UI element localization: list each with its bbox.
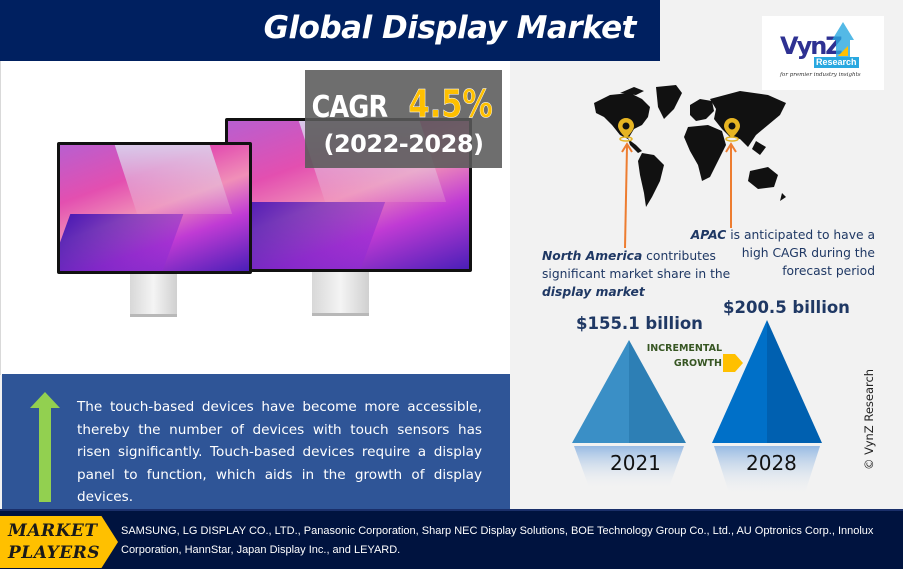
callout-apac: APAC is anticipated to have a high CAGR … <box>690 226 875 280</box>
logo-arrow-icon <box>832 22 854 58</box>
monitor-stand-left <box>130 271 177 317</box>
map-pin-north-america-icon <box>618 118 634 142</box>
logo-tagline: for premier industry insights <box>780 72 861 78</box>
driver-text: The touch-based devices have become more… <box>77 399 482 505</box>
cagr-period: (2022-2028) <box>323 130 485 158</box>
pyramid-2021 <box>572 340 686 490</box>
vynz-logo: VynZ Research for premier industry insig… <box>762 16 884 90</box>
pointer-arrow-apac-icon <box>725 142 737 228</box>
pointer-arrow-north-america-icon <box>621 142 633 249</box>
monitors-image <box>55 118 472 328</box>
market-driver-box: The touch-based devices have become more… <box>2 374 510 510</box>
incremental-line2: GROWTH <box>673 358 722 369</box>
players-tag-line2: PLAYERS <box>8 543 101 563</box>
value-2028: $200.5 billion <box>723 298 850 317</box>
callout-north-america: North America contributes significant ma… <box>542 247 752 301</box>
logo-wordmark: VynZ <box>780 32 843 60</box>
callout-apac-region: APAC <box>690 228 727 242</box>
incremental-growth-label: INCREMENTAL GROWTH <box>640 341 722 371</box>
value-2021: $155.1 billion <box>576 314 703 333</box>
copyright: © VynZ Research <box>862 368 876 470</box>
players-tag-line1: MARKET <box>8 521 98 541</box>
cagr-label: CAGR <box>311 90 388 125</box>
callout-na-market: display market <box>542 285 645 299</box>
pyramid-2028 <box>712 320 822 496</box>
incremental-line1: INCREMENTAL <box>646 343 722 354</box>
year-2028: 2028 <box>746 451 797 475</box>
market-players-tag: MARKET PLAYERS <box>0 516 118 568</box>
cagr-badge: CAGR 4.5% (2022-2028) <box>305 70 502 168</box>
logo-research-label: Research <box>814 57 859 68</box>
callout-na-text: contributes significant market share in … <box>542 249 731 281</box>
market-players-bar: MARKET PLAYERS SAMSUNG, LG DISPLAY CO., … <box>0 509 903 569</box>
monitor-stand-right <box>312 270 369 316</box>
map-pin-apac-icon <box>724 118 740 142</box>
monitor-left <box>57 142 252 274</box>
callout-na-region: North America <box>542 249 643 263</box>
title-bar: Global Display Market <box>0 0 660 61</box>
cagr-value: 4.5% <box>408 82 494 127</box>
callout-apac-text: is anticipated to have a high CAGR durin… <box>726 228 875 278</box>
market-players-list: SAMSUNG, LG DISPLAY CO., LTD., Panasonic… <box>121 525 874 556</box>
year-2021: 2021 <box>610 451 661 475</box>
page-title: Global Display Market <box>263 10 637 46</box>
up-arrow-icon <box>30 392 60 502</box>
growth-arrow-icon <box>723 354 743 372</box>
